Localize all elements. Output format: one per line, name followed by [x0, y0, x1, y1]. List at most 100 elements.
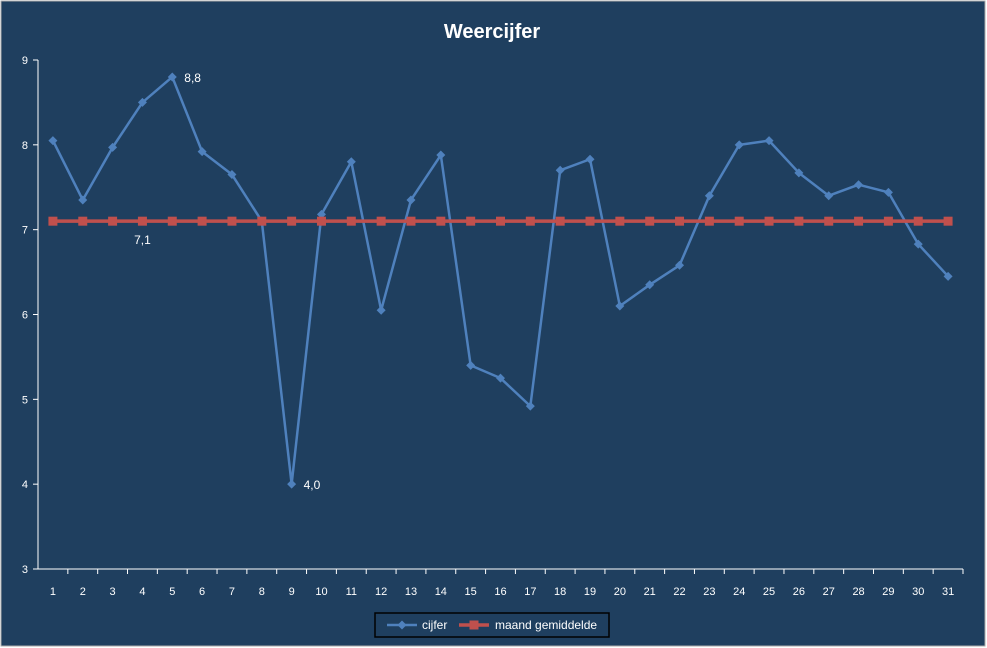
- cijfer-point: [48, 136, 58, 146]
- cijfer-point: [883, 187, 893, 197]
- cijfer-point: [734, 140, 744, 150]
- x-tick-label: 15: [465, 586, 477, 598]
- gemiddelde-point: [466, 216, 476, 226]
- x-tick-label: 19: [584, 586, 596, 598]
- x-tick-label: 6: [199, 586, 205, 598]
- series-layer: [48, 72, 953, 489]
- gemiddelde-point: [436, 216, 446, 226]
- y-tick-label: 9: [22, 55, 28, 67]
- x-tick-label: 12: [375, 586, 387, 598]
- cijfer-point: [346, 157, 356, 167]
- x-tick-label: 8: [259, 586, 265, 598]
- gemiddelde-point: [764, 216, 774, 226]
- x-tick-label: 13: [405, 586, 417, 598]
- cijfer-point: [197, 147, 207, 157]
- cijfer-point: [854, 180, 864, 190]
- x-tick-label: 10: [315, 586, 327, 598]
- y-tick-label: 7: [22, 225, 28, 237]
- y-tick-label: 3: [22, 564, 28, 576]
- gemiddelde-point: [794, 216, 804, 226]
- gemiddelde-point: [525, 216, 535, 226]
- gemiddelde-point: [48, 216, 58, 226]
- legend-label: cijfer: [422, 618, 447, 632]
- cijfer-point: [615, 301, 625, 311]
- gemiddelde-point: [615, 216, 625, 226]
- cijfer-point: [824, 191, 834, 201]
- y-tick-label: 8: [22, 140, 28, 152]
- cijfer-point: [78, 195, 88, 205]
- x-tick-label: 25: [763, 586, 775, 598]
- cijfer-point: [108, 142, 118, 152]
- cijfer-point: [645, 280, 655, 290]
- gemiddelde-point: [496, 216, 505, 226]
- x-tick-label: 1: [50, 586, 56, 598]
- cijfer-point: [913, 239, 923, 249]
- x-tick-label: 18: [554, 586, 566, 598]
- x-tick-label: 28: [852, 586, 864, 598]
- gemiddelde-point: [704, 216, 714, 226]
- chart-title: Weercijfer: [444, 21, 541, 43]
- gemiddelde-point: [137, 216, 147, 226]
- cijfer-point: [287, 479, 297, 489]
- gemiddelde-point: [854, 216, 864, 226]
- gemiddelde-point: [406, 216, 416, 226]
- gemiddelde-point: [943, 216, 953, 226]
- cijfer-point: [704, 191, 714, 201]
- gemiddelde-point: [913, 216, 923, 226]
- gemiddelde-point: [883, 216, 893, 226]
- y-tick-label: 5: [22, 394, 28, 406]
- data-labels: 8,8 4,0 7,1: [134, 71, 321, 492]
- cijfer-point: [943, 271, 953, 281]
- gemiddelde-point: [346, 216, 356, 226]
- cijfer-point: [496, 373, 505, 383]
- x-tick-label: 22: [673, 586, 685, 598]
- gemiddelde-point: [78, 216, 88, 226]
- gemiddelde-point: [287, 216, 297, 226]
- gemiddelde-point: [645, 216, 655, 226]
- cijfer-point: [555, 165, 565, 175]
- legend-marker: [397, 620, 407, 630]
- cijfer-point: [137, 97, 147, 107]
- gemiddelde-point: [316, 216, 326, 226]
- cijfer-point: [764, 136, 774, 146]
- cijfer-point: [675, 260, 685, 270]
- x-tick-label: 5: [169, 586, 175, 598]
- cijfer-point: [466, 360, 476, 370]
- x-tick-label: 16: [494, 586, 506, 598]
- x-tick-label: 7: [229, 586, 235, 598]
- cijfer-point: [436, 150, 446, 160]
- gemiddelde-point: [108, 216, 118, 226]
- cijfer-point: [316, 209, 326, 219]
- x-tick-label: 30: [912, 586, 924, 598]
- data-label: 7,1: [134, 233, 151, 247]
- cijfer-point: [406, 195, 416, 205]
- x-tick-label: 14: [435, 586, 447, 598]
- x-tick-label: 20: [614, 586, 626, 598]
- gemiddelde-point: [734, 216, 744, 226]
- x-tick-label: 27: [823, 586, 835, 598]
- cijfer-point: [794, 168, 804, 178]
- x-tick-label: 31: [942, 586, 954, 598]
- x-tick-label: 3: [110, 586, 116, 598]
- x-tick-label: 24: [733, 586, 745, 598]
- data-label: 4,0: [304, 478, 321, 492]
- cijfer-point: [167, 72, 177, 82]
- x-tick-label: 4: [139, 586, 145, 598]
- x-tick-label: 11: [346, 586, 357, 598]
- y-tick-label: 6: [22, 310, 28, 322]
- y-tick-label: 4: [22, 479, 28, 491]
- gemiddelde-point: [555, 216, 565, 226]
- gemiddelde-point: [227, 216, 237, 226]
- cijfer-point: [525, 401, 535, 411]
- legend-marker: [469, 620, 479, 630]
- gemiddelde-point: [376, 216, 386, 226]
- x-tick-label: 26: [793, 586, 805, 598]
- x-tick-label: 17: [524, 586, 536, 598]
- x-tick-label: 21: [644, 586, 656, 598]
- legend-label: maand gemiddelde: [495, 618, 597, 632]
- x-tick-label: 9: [289, 586, 295, 598]
- cijfer-point: [227, 170, 237, 180]
- cijfer-point: [376, 305, 386, 315]
